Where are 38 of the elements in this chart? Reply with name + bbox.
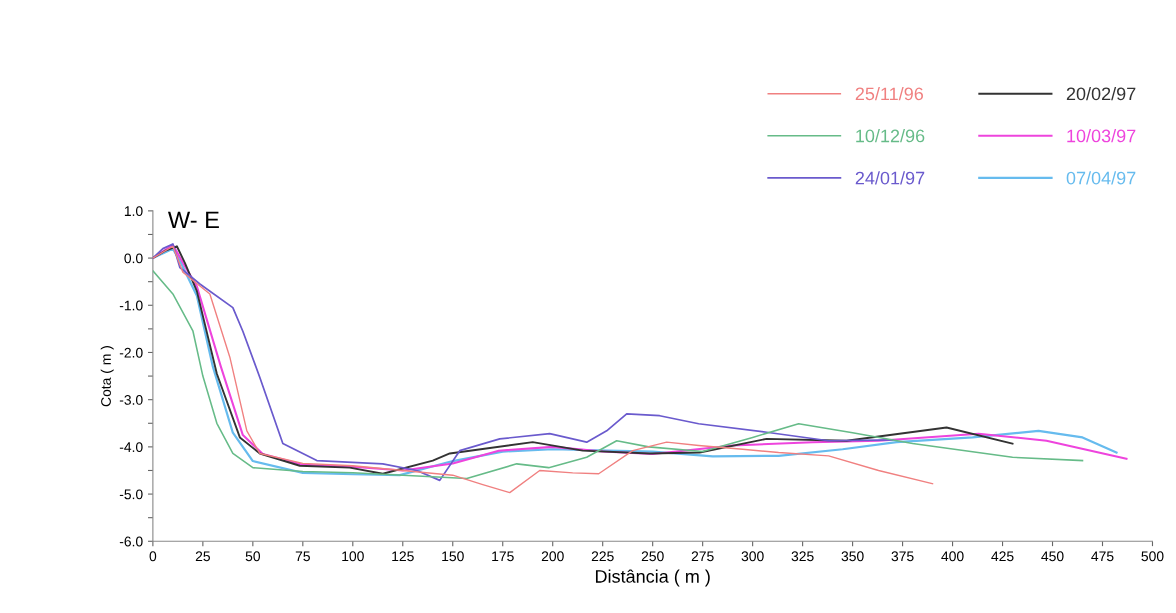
x-tick-label: 25 [195,551,210,562]
x-tick-label: 425 [991,551,1014,562]
y-axis-title: Cota ( m ) [100,346,114,407]
x-tick-label: 250 [641,551,664,562]
y-tick-label: 1.0 [124,206,143,217]
legend-label: 20/02/97 [1066,86,1136,101]
legend-label: 10/03/97 [1067,129,1136,143]
x-tick-label: 475 [1091,551,1114,562]
x-tick-label: 225 [591,551,614,562]
x-tick-label: 300 [741,551,764,562]
x-tick-label: 400 [941,551,964,562]
legend-label: 25/11/96 [855,86,923,101]
x-tick-label: 350 [841,551,864,562]
x-tick-label: 275 [691,551,714,562]
x-tick-label: 0 [149,551,157,562]
x-tick-label: 325 [791,551,814,562]
y-tick-label: -6.0 [119,536,143,547]
x-axis-title: Distância ( m ) [595,569,710,587]
x-tick-label: 50 [245,551,261,562]
legend-label: 24/01/97 [855,171,925,185]
y-tick-label: -4.0 [119,442,143,453]
x-tick-label: 500 [1141,551,1164,562]
y-tick-label: -5.0 [119,489,143,500]
x-tick-label: 75 [295,551,310,562]
x-tick-label: 100 [342,551,364,562]
x-tick-label: 125 [392,551,414,562]
legend-label: 07/04/97 [1066,171,1136,185]
legend-label: 10/12/96 [856,129,925,143]
x-tick-label: 375 [891,551,914,562]
chart-title: W- E [167,211,219,228]
x-tick-label: 150 [442,551,464,562]
x-tick-label: 200 [541,551,564,562]
y-tick-label: -3.0 [119,395,143,405]
y-tick-label: -2.0 [119,347,143,358]
y-tick-label: -1.0 [119,300,143,311]
x-tick-label: 450 [1041,551,1064,562]
x-tick-label: 175 [492,551,514,562]
y-tick-label: 0.0 [124,253,143,264]
